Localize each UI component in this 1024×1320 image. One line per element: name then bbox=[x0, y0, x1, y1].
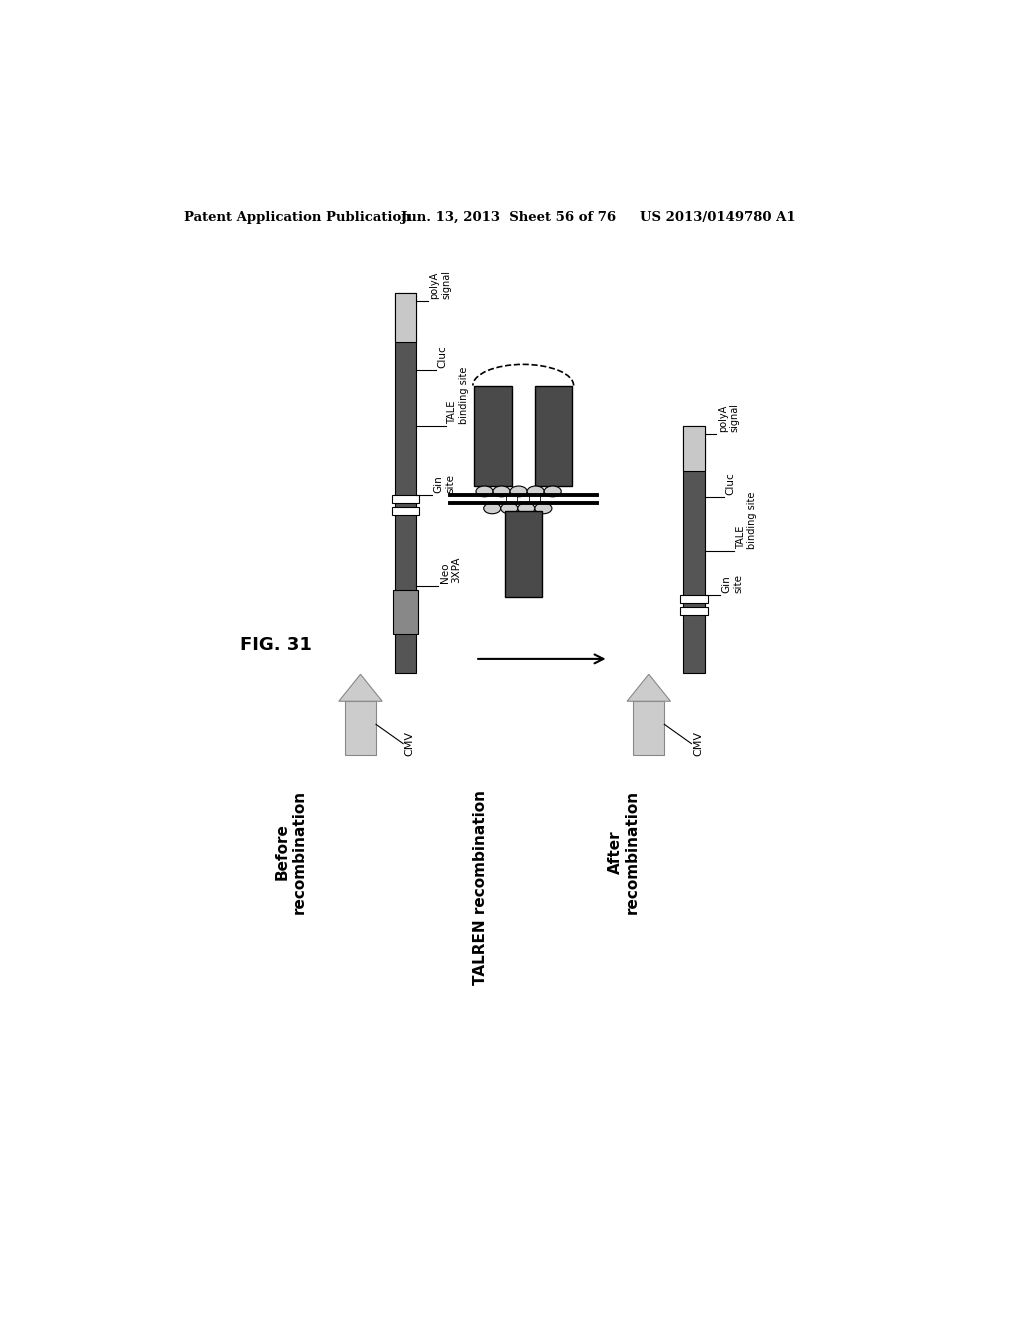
Text: After
recombination: After recombination bbox=[608, 789, 640, 913]
Text: FIG. 31: FIG. 31 bbox=[241, 636, 312, 653]
Ellipse shape bbox=[501, 503, 518, 513]
Text: TALE
binding site: TALE binding site bbox=[447, 367, 469, 424]
Ellipse shape bbox=[476, 486, 493, 496]
FancyBboxPatch shape bbox=[391, 507, 420, 515]
Polygon shape bbox=[339, 675, 382, 701]
FancyBboxPatch shape bbox=[505, 511, 542, 598]
Ellipse shape bbox=[510, 486, 527, 496]
FancyBboxPatch shape bbox=[680, 607, 708, 615]
FancyBboxPatch shape bbox=[394, 293, 417, 673]
Text: US 2013/0149780 A1: US 2013/0149780 A1 bbox=[640, 211, 795, 224]
Text: Cluc: Cluc bbox=[437, 345, 447, 368]
FancyBboxPatch shape bbox=[680, 594, 708, 603]
FancyBboxPatch shape bbox=[683, 426, 705, 673]
FancyBboxPatch shape bbox=[529, 495, 541, 503]
Text: polyA
signal: polyA signal bbox=[429, 269, 452, 298]
Polygon shape bbox=[627, 675, 671, 701]
Text: Patent Application Publication: Patent Application Publication bbox=[183, 211, 411, 224]
FancyBboxPatch shape bbox=[633, 701, 665, 755]
Text: CMV: CMV bbox=[404, 731, 415, 756]
FancyBboxPatch shape bbox=[345, 701, 376, 755]
Text: CMV: CMV bbox=[693, 731, 702, 756]
Text: TALE
binding site: TALE binding site bbox=[735, 491, 757, 549]
FancyBboxPatch shape bbox=[529, 496, 541, 503]
FancyBboxPatch shape bbox=[506, 495, 517, 503]
FancyBboxPatch shape bbox=[506, 496, 517, 503]
FancyBboxPatch shape bbox=[394, 293, 417, 342]
Ellipse shape bbox=[483, 503, 501, 513]
FancyBboxPatch shape bbox=[391, 495, 420, 503]
Text: Gin
site: Gin site bbox=[433, 474, 455, 492]
Ellipse shape bbox=[527, 486, 544, 496]
Text: polyA
signal: polyA signal bbox=[718, 403, 739, 432]
FancyBboxPatch shape bbox=[535, 385, 572, 486]
Ellipse shape bbox=[518, 503, 535, 513]
Text: Before
recombination: Before recombination bbox=[274, 789, 307, 913]
Ellipse shape bbox=[544, 486, 561, 496]
Text: Cluc: Cluc bbox=[726, 473, 735, 495]
FancyBboxPatch shape bbox=[683, 426, 705, 471]
Text: TALREN recombination: TALREN recombination bbox=[473, 789, 488, 985]
Text: Gin
site: Gin site bbox=[722, 574, 743, 593]
FancyBboxPatch shape bbox=[393, 590, 418, 635]
Ellipse shape bbox=[535, 503, 552, 513]
Text: Neo
3XPA: Neo 3XPA bbox=[439, 557, 461, 583]
Ellipse shape bbox=[493, 486, 510, 496]
FancyBboxPatch shape bbox=[474, 385, 512, 486]
Text: Jun. 13, 2013  Sheet 56 of 76: Jun. 13, 2013 Sheet 56 of 76 bbox=[400, 211, 615, 224]
